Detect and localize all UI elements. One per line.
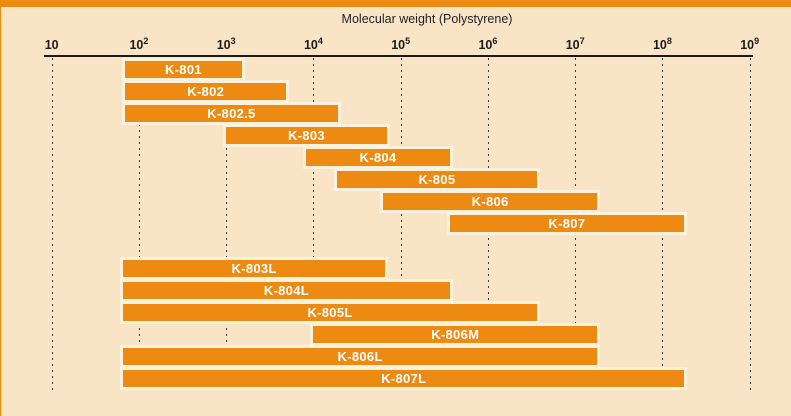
gridline-10e5: [400, 58, 402, 393]
range-bar-K-802: K-802: [124, 83, 287, 100]
bar-label-K-803: K-803: [287, 128, 325, 143]
range-bar-K-806L: K-806L: [123, 348, 597, 365]
x-tick-label-10e9: 109: [740, 36, 760, 52]
range-bar-K-804L: K-804L: [123, 282, 450, 299]
range-bar-K-802.5: K-802.5: [124, 105, 338, 122]
range-bar-K-803L: K-803L: [123, 260, 385, 277]
bar-label-K-806: K-806: [471, 194, 509, 209]
gridline-10e1: [51, 58, 53, 393]
chart-title: Molecular weight (Polystyrene): [341, 12, 513, 26]
gridline-10e9: [749, 58, 751, 393]
bar-label-K-802.5: K-802.5: [207, 106, 256, 121]
bar-label-K-806L: K-806L: [337, 349, 383, 364]
x-tick-label-10e2: 102: [129, 36, 149, 52]
range-bar-K-801: K-801: [124, 61, 242, 78]
bar-label-K-801: K-801: [164, 62, 202, 77]
x-tick-label-10e6: 106: [478, 36, 498, 52]
bar-label-K-807: K-807: [548, 216, 586, 231]
gridline-10e2: [138, 58, 140, 393]
gridline-10e3: [226, 58, 228, 393]
range-bar-K-807L: K-807L: [123, 370, 685, 387]
x-tick-label-10e7: 107: [565, 36, 585, 52]
bar-label-K-804: K-804: [359, 150, 397, 165]
bar-label-K-803L: K-803L: [231, 261, 277, 276]
bar-label-K-805L: K-805L: [307, 305, 353, 320]
x-tick-label-10e8: 108: [652, 36, 672, 52]
top-accent-bar: [0, 0, 791, 7]
range-bar-K-806: K-806: [383, 193, 597, 210]
range-bar-K-806M: K-806M: [313, 326, 597, 343]
range-bar-K-807: K-807: [449, 215, 685, 232]
x-tick-label-10e3: 103: [216, 36, 236, 52]
gridline-10e4: [313, 58, 315, 393]
x-tick-label-10e1: 10: [44, 38, 59, 52]
x-tick-label-10e5: 105: [391, 36, 411, 52]
bar-label-K-806M: K-806M: [431, 327, 480, 342]
bar-label-K-807L: K-807L: [381, 371, 427, 386]
range-bar-K-805L: K-805L: [123, 304, 537, 321]
bar-label-K-805: K-805: [418, 172, 456, 187]
range-bar-K-805: K-805: [337, 171, 537, 188]
range-bar-K-804: K-804: [306, 149, 450, 166]
range-bar-K-803: K-803: [226, 127, 387, 144]
x-axis-line: [44, 55, 753, 57]
bar-label-K-802: K-802: [187, 84, 225, 99]
x-tick-label-10e4: 104: [303, 36, 323, 52]
bar-label-K-804L: K-804L: [263, 283, 309, 298]
left-accent-edge: [0, 0, 1, 416]
